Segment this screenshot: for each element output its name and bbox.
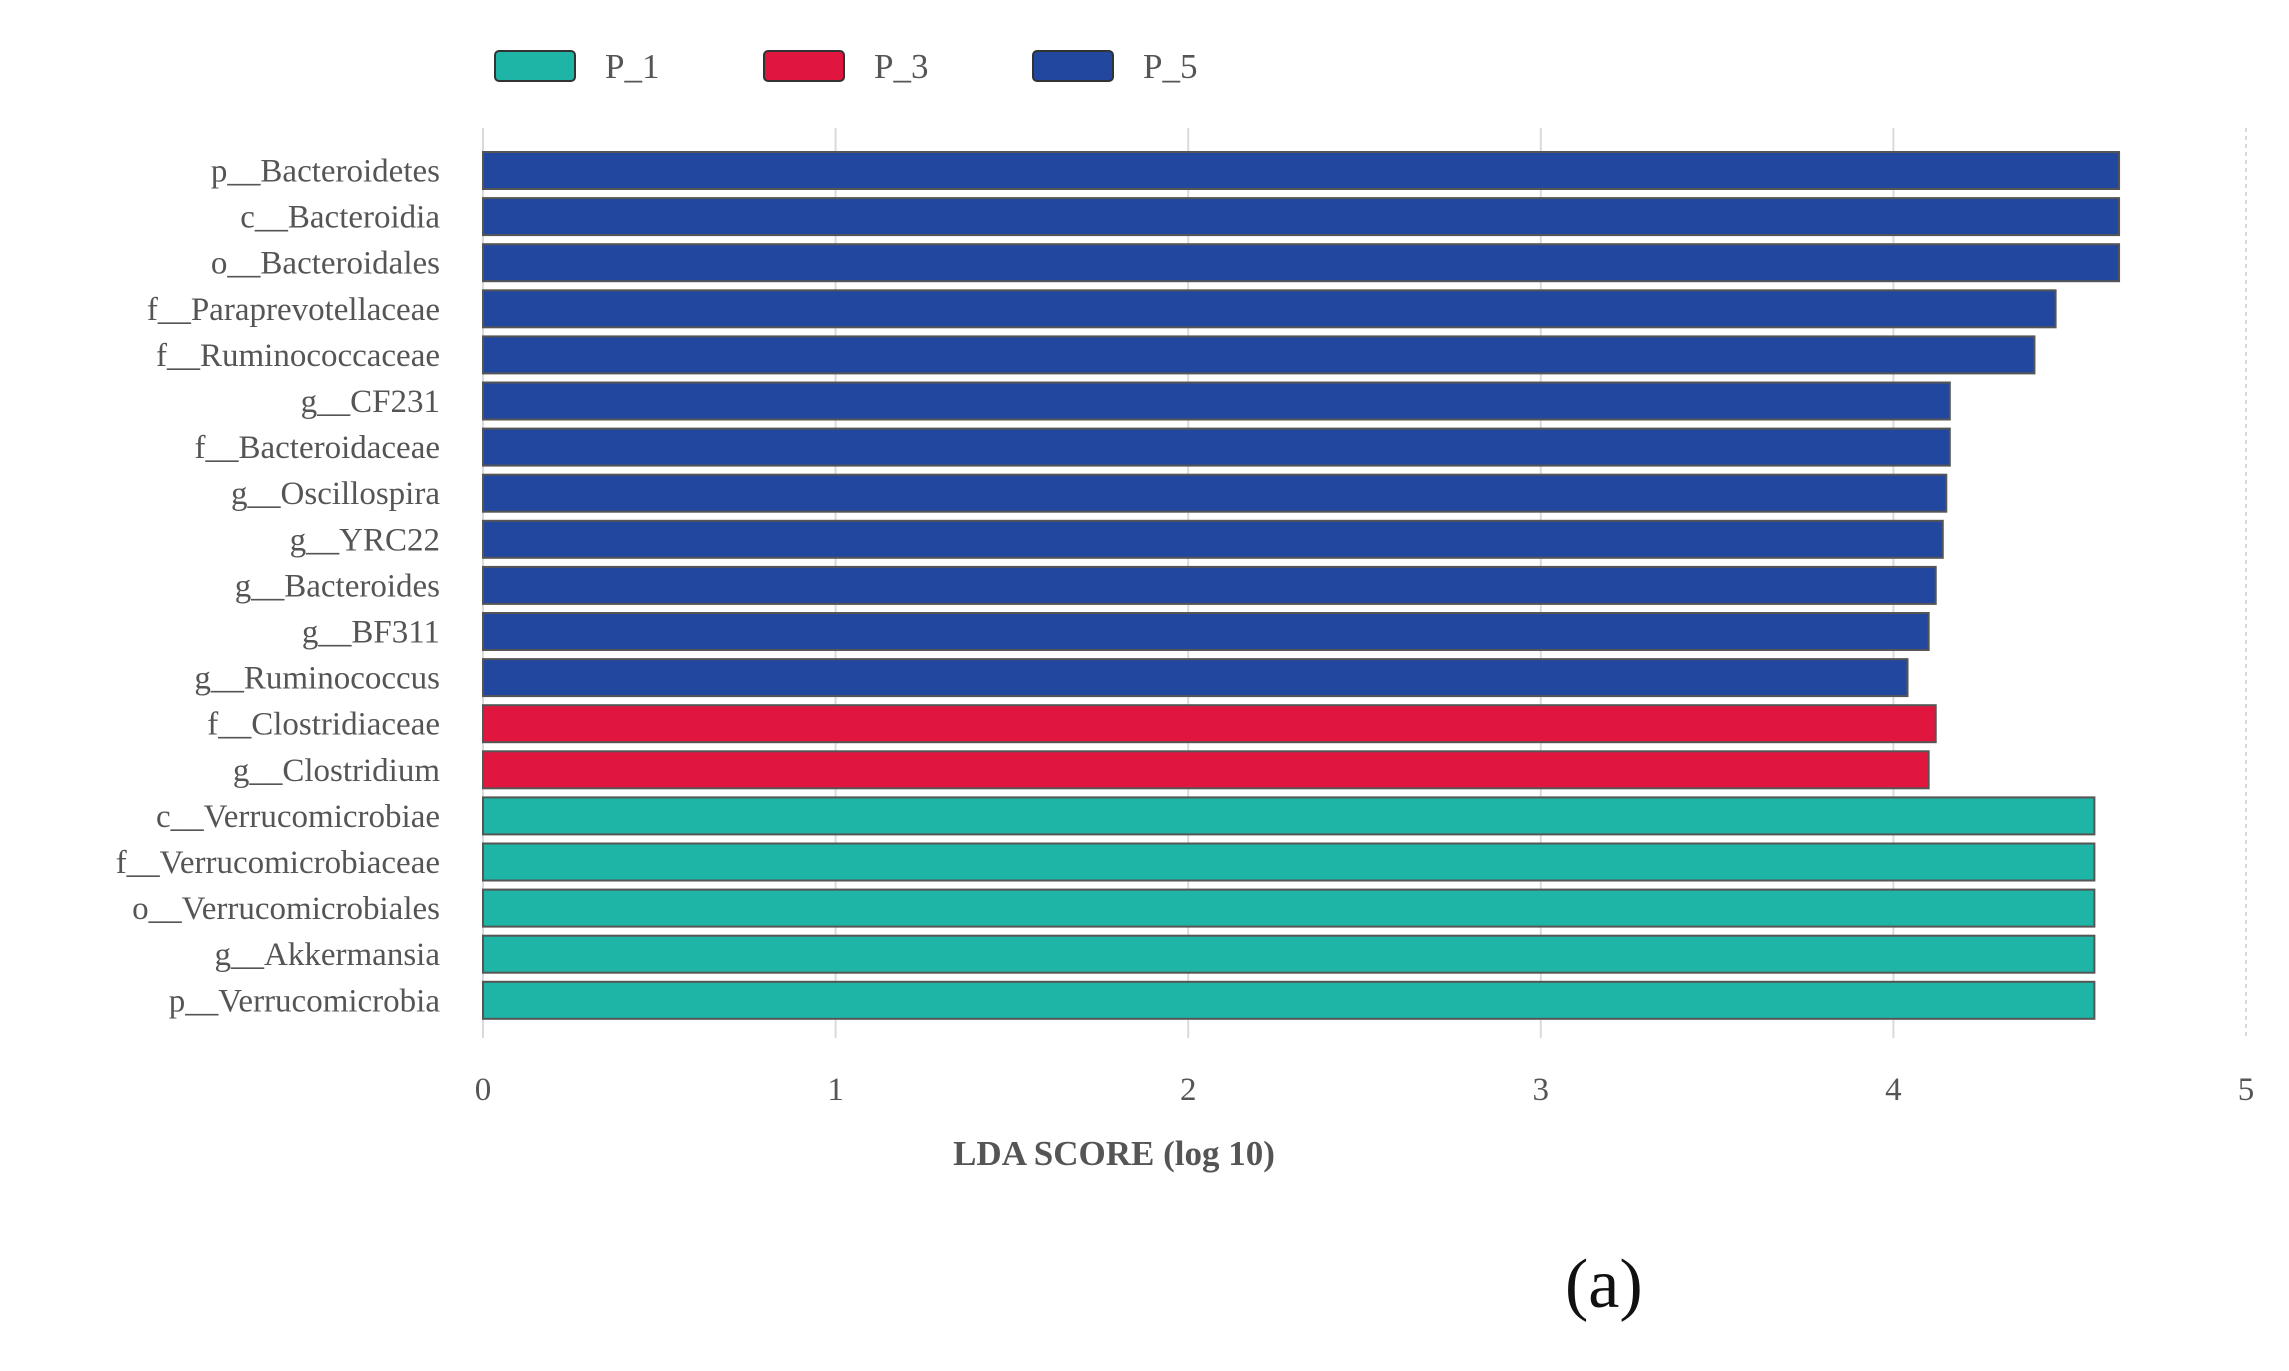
bars bbox=[482, 151, 2121, 1020]
category-label: c__Bacteroidia bbox=[240, 200, 440, 236]
legend-label: P_5 bbox=[1143, 47, 1197, 86]
category-label: g__Ruminococcus bbox=[194, 661, 440, 697]
category-label: g__Akkermansia bbox=[215, 937, 441, 973]
category-label: g__Oscillospira bbox=[231, 476, 440, 512]
category-label: g__BF311 bbox=[302, 615, 440, 651]
bar bbox=[482, 658, 1909, 698]
bar bbox=[482, 842, 2096, 882]
bar bbox=[482, 427, 1951, 467]
bar bbox=[482, 704, 1937, 744]
bar bbox=[482, 519, 1944, 559]
x-axis-title: LDA SCORE (log 10) bbox=[953, 1134, 1275, 1173]
category-label: f__Bacteroidaceae bbox=[194, 430, 440, 466]
legend-swatch bbox=[763, 50, 845, 82]
bar bbox=[482, 473, 1948, 513]
category-label: p__Verrucomicrobia bbox=[169, 983, 441, 1019]
panel-label: (a) bbox=[1565, 1246, 1643, 1323]
legend-label: P_1 bbox=[605, 47, 659, 86]
category-labels: p__Bacteroidetes c__Bacteroidia o__Bactero… bbox=[116, 154, 441, 1020]
category-label: o__Bacteroidales bbox=[211, 246, 440, 282]
bar bbox=[482, 289, 2057, 329]
bar bbox=[482, 565, 1937, 605]
category-label: f__Clostridiaceae bbox=[207, 707, 440, 743]
bar bbox=[482, 243, 2121, 283]
legend-swatch bbox=[494, 50, 576, 82]
category-label: f__Paraprevotellaceae bbox=[147, 292, 440, 328]
bar bbox=[482, 796, 2096, 836]
x-tick-label: 3 bbox=[1533, 1072, 1550, 1108]
x-tick-label: 4 bbox=[1885, 1072, 1902, 1108]
category-label: o__Verrucomicrobiales bbox=[132, 891, 440, 927]
category-label: c__Verrucomicrobiae bbox=[156, 799, 440, 835]
category-label: g__Clostridium bbox=[233, 753, 441, 789]
category-label: g__YRC22 bbox=[290, 522, 440, 558]
x-tick-label: 5 bbox=[2238, 1072, 2255, 1108]
category-label: f__Verrucomicrobiaceae bbox=[116, 845, 440, 881]
bar bbox=[482, 381, 1951, 421]
x-axis-ticks: 0 1 2 3 4 5 bbox=[475, 1072, 2255, 1108]
legend: P_1 P_3 P_5 bbox=[494, 47, 1197, 86]
x-tick-label: 0 bbox=[475, 1072, 492, 1108]
legend-swatch bbox=[1032, 50, 1114, 82]
bar bbox=[482, 151, 2121, 190]
bar bbox=[482, 980, 2096, 1020]
category-label: p__Bacteroidetes bbox=[211, 154, 440, 190]
bar bbox=[482, 934, 2096, 974]
category-label: f__Ruminococcaceae bbox=[156, 338, 440, 374]
bar bbox=[482, 888, 2096, 928]
legend-label: P_3 bbox=[874, 47, 928, 86]
category-label: g__Bacteroides bbox=[235, 568, 440, 604]
x-tick-label: 2 bbox=[1180, 1072, 1197, 1108]
bar bbox=[482, 197, 2121, 237]
bar bbox=[482, 612, 1930, 651]
bar bbox=[482, 335, 2036, 375]
bar bbox=[482, 750, 1930, 790]
x-tick-label: 1 bbox=[827, 1072, 844, 1108]
category-label: g__CF231 bbox=[301, 384, 440, 420]
